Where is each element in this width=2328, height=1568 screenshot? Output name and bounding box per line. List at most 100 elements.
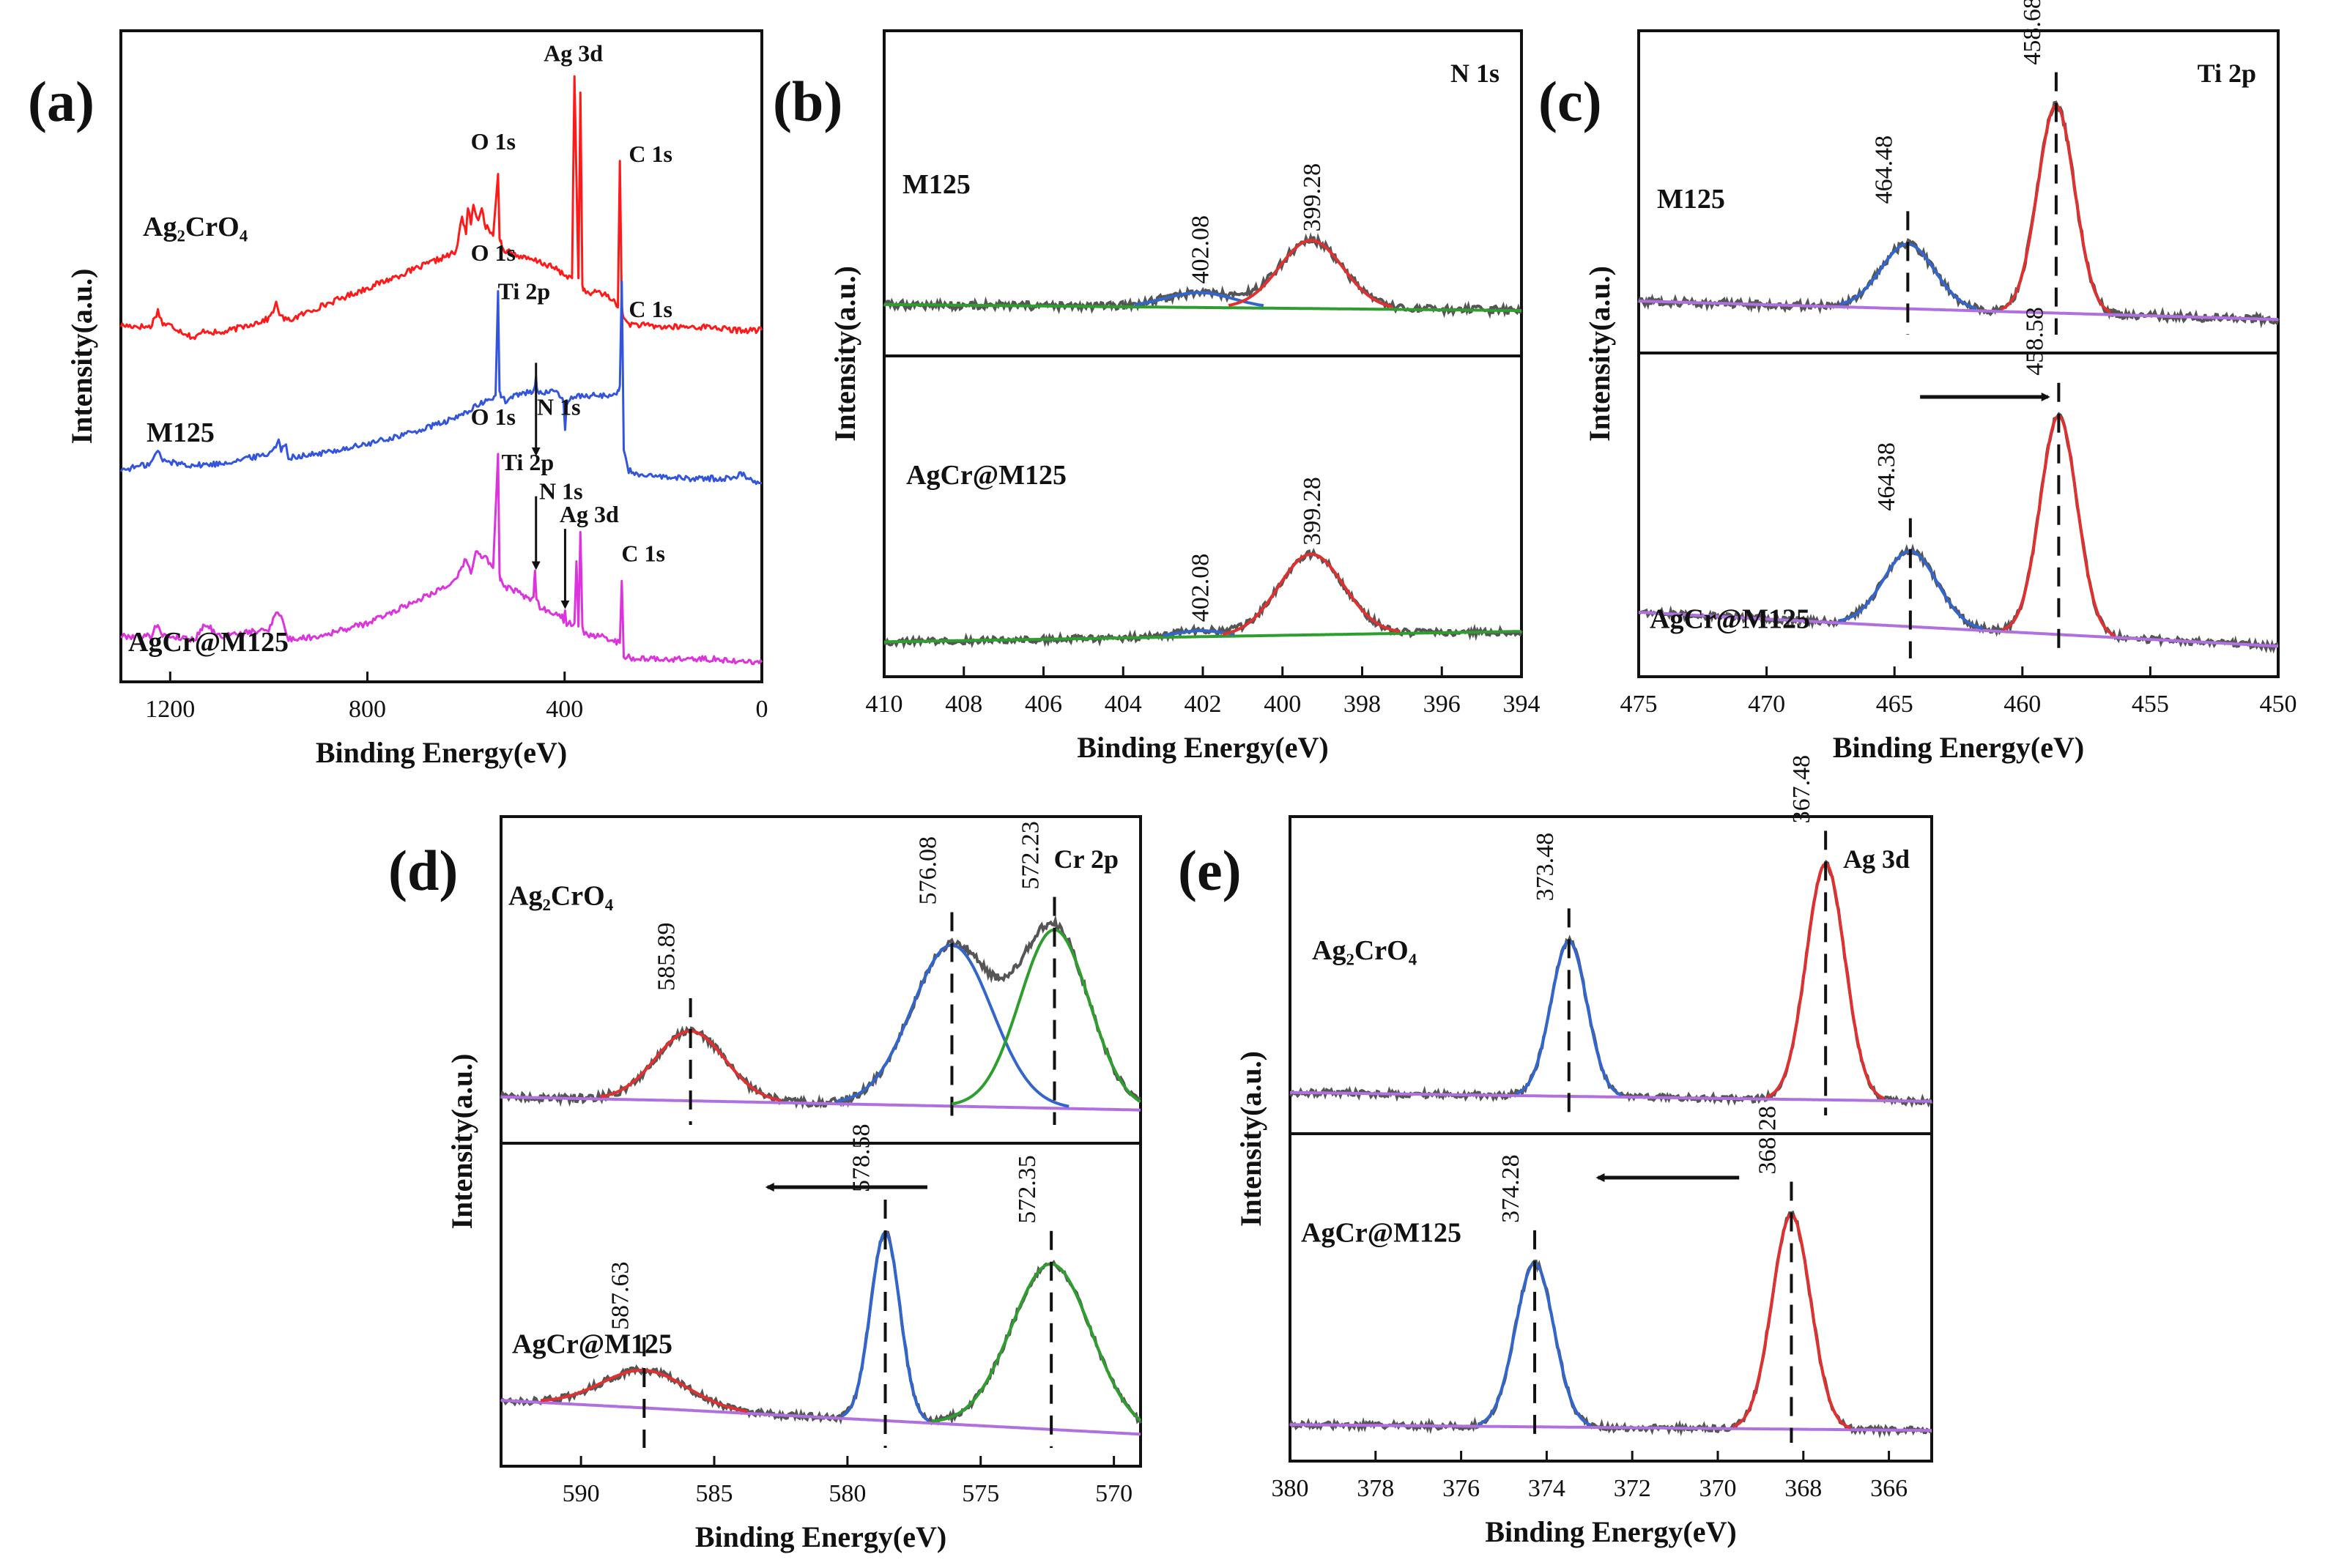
fit-component-2 <box>951 928 1142 1106</box>
peak-value-label: 585.89 <box>653 923 681 992</box>
panel-label: (d) <box>388 839 458 902</box>
peak-annotation: O 1s <box>471 404 516 430</box>
element-title: Cr 2p <box>1054 844 1119 874</box>
background-line <box>1290 1090 1932 1103</box>
fit-component-1 <box>1228 239 1393 308</box>
x-tick-label: 590 <box>563 1480 600 1507</box>
plot-frame <box>500 815 1142 1468</box>
y-axis-label: Intensity(a.u.) <box>828 266 861 442</box>
element-title: Ti 2p <box>2198 59 2256 88</box>
peak-annotation: C 1s <box>621 540 665 567</box>
x-tick-label: 475 <box>1620 691 1658 718</box>
element-title: Ag 3d <box>1843 844 1910 874</box>
x-tick-label: 455 <box>2132 691 2169 718</box>
sample-label: Ag₂CrO₄ <box>1312 935 1417 966</box>
series-label: M125 <box>147 417 215 448</box>
y-axis-label: Intensity(a.u.) <box>1234 1051 1267 1227</box>
x-axis-label: Binding Energy(eV) <box>1485 1515 1736 1548</box>
peak-annotation: Ag 3d <box>544 40 603 66</box>
panel-b: 410 408 406 404 402 400 398 396 394 Binding Energ… <box>773 29 1541 764</box>
x-tick-label: 410 <box>866 691 903 718</box>
panel-e: 380 378 376 374 372 370 368 366 Binding Energy(e… <box>1178 755 1933 1548</box>
peak-value-label: 458.58 <box>2021 307 2048 376</box>
peak-annotation: Ag 3d <box>560 501 619 527</box>
peak-value-label: 399.28 <box>1299 477 1326 546</box>
background-line <box>884 630 1522 644</box>
peak-value-label: 587.63 <box>607 1262 634 1331</box>
x-tick-label: 400 <box>1264 691 1301 718</box>
peak-annotation: O 1s <box>471 128 516 155</box>
x-axis-label: Binding Energy(eV) <box>316 736 567 769</box>
x-tick-label: 585 <box>696 1480 733 1507</box>
series-label: AgCr@M125 <box>128 627 289 658</box>
x-axis-label: Binding Energy(eV) <box>695 1520 946 1553</box>
panel-label: (e) <box>1178 839 1242 902</box>
x-tick-label: 366 <box>1870 1475 1908 1502</box>
x-tick-label: 398 <box>1343 691 1381 718</box>
background-line <box>500 1399 1141 1436</box>
sample-label: AgCr@M125 <box>1301 1218 1461 1249</box>
peak-value-label: 368.28 <box>1754 1106 1781 1175</box>
background-line <box>500 1095 1141 1112</box>
x-tick-label: 396 <box>1423 691 1461 718</box>
x-tick-label: 370 <box>1699 1475 1737 1502</box>
panel-label: (c) <box>1538 70 1602 133</box>
peak-annotation: N 1s <box>537 394 581 420</box>
x-tick-label: 470 <box>1748 691 1785 718</box>
x-tick-label: 0 <box>756 696 768 723</box>
panel-a: 1200 800 400 0 Binding Energy(eV) Intensity(a… <box>28 29 768 769</box>
x-tick-label: 570 <box>1095 1480 1133 1507</box>
raw-spectrum-m125 <box>883 231 1522 319</box>
y-axis-label: Intensity(a.u.) <box>65 268 98 444</box>
peak-value-label: 464.48 <box>1870 135 1897 204</box>
x-tick-label: 575 <box>962 1480 999 1507</box>
element-title: N 1s <box>1450 59 1500 88</box>
background-line <box>884 302 1522 313</box>
plot-frame <box>119 29 763 683</box>
x-tick-label: 1200 <box>145 696 195 723</box>
peak-value-label: 402.08 <box>1187 215 1215 284</box>
x-tick-label: 374 <box>1528 1475 1565 1502</box>
fit-component-0 <box>1163 629 1235 637</box>
sample-label: AgCr@M125 <box>1650 604 1810 635</box>
sample-label: AgCr@M125 <box>906 460 1067 491</box>
series-line-ag2cro4 <box>119 75 763 341</box>
x-tick-label: 800 <box>349 696 386 723</box>
peak-annotation: C 1s <box>629 141 672 167</box>
peak-annotation: Ti 2p <box>498 278 550 305</box>
peak-value-label: 373.48 <box>1532 833 1559 902</box>
x-tick-label: 580 <box>828 1480 866 1507</box>
series-label: Ag₂CrO₄ <box>143 212 248 242</box>
raw-spectrum-agcr-m125 <box>500 1230 1142 1426</box>
peak-value-label: 399.28 <box>1299 163 1326 232</box>
peak-annotation: O 1s <box>471 239 516 266</box>
background-line <box>1290 1423 1932 1433</box>
background-line <box>1638 300 2278 322</box>
peak-annotation: C 1s <box>629 296 672 322</box>
background-line <box>1638 611 2279 648</box>
sample-label: M125 <box>902 169 971 200</box>
peak-value-label: 576.08 <box>914 836 941 905</box>
x-tick-label: 368 <box>1784 1475 1822 1502</box>
fit-component-2 <box>932 1262 1142 1423</box>
sample-label: Ag₂CrO₄ <box>508 880 614 911</box>
peak-annotation: N 1s <box>539 478 583 505</box>
x-axis-label: Binding Energy(eV) <box>1077 731 1328 764</box>
x-tick-label: 404 <box>1105 691 1142 718</box>
x-tick-label: 408 <box>945 691 982 718</box>
peak-value-label: 374.28 <box>1497 1154 1524 1223</box>
peak-value-label: 464.38 <box>1873 442 1900 511</box>
x-tick-label: 406 <box>1025 691 1062 718</box>
x-tick-label: 380 <box>1272 1475 1309 1502</box>
panel-label: (a) <box>28 70 94 133</box>
peak-value-label: 402.08 <box>1187 554 1215 623</box>
x-tick-label: 400 <box>546 696 583 723</box>
sample-label: M125 <box>1657 184 1725 215</box>
x-tick-label: 376 <box>1442 1475 1480 1502</box>
fit-component-1 <box>1222 552 1401 636</box>
x-tick-label: 378 <box>1357 1475 1394 1502</box>
raw-spectrum-m125 <box>1637 100 2280 329</box>
x-tick-label: 402 <box>1185 691 1222 718</box>
sample-label: AgCr@M125 <box>512 1329 672 1360</box>
